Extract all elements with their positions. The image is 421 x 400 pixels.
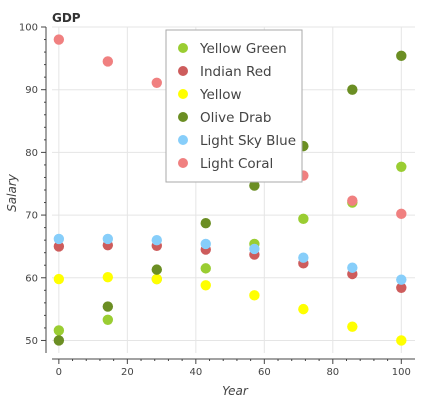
data-point: [102, 314, 114, 325]
x-tick-label: 20: [121, 367, 134, 378]
data-point: [102, 233, 114, 245]
y-tick-label: 50: [25, 336, 38, 347]
data-point: [200, 218, 211, 229]
data-point: [53, 34, 65, 45]
legend-label: Indian Red: [200, 64, 272, 80]
y-axis-label: Salary: [5, 173, 19, 212]
data-point: [102, 271, 114, 283]
data-point: [53, 325, 65, 336]
x-axis-label: Year: [222, 384, 249, 398]
legend-swatch: [178, 158, 188, 168]
data-point: [53, 273, 65, 285]
legend-swatch: [178, 43, 188, 53]
x-tick-label: 40: [189, 367, 202, 378]
data-point: [53, 233, 65, 245]
x-tick-label: 100: [392, 367, 411, 378]
y-tick-label: 100: [19, 23, 38, 34]
data-point: [151, 273, 162, 285]
data-point: [396, 161, 407, 173]
legend-label: Olive Drab: [200, 110, 272, 126]
data-point: [53, 241, 65, 252]
chart-title: GDP: [52, 11, 81, 25]
x-tick-label: 0: [56, 367, 62, 378]
legend-label: Yellow: [199, 87, 242, 103]
data-point: [200, 280, 211, 291]
data-point: [298, 213, 309, 225]
data-point: [396, 335, 407, 346]
data-point: [396, 208, 407, 220]
y-tick-label: 80: [25, 148, 38, 159]
data-point: [396, 282, 407, 293]
data-point: [298, 252, 309, 263]
data-point: [151, 234, 162, 246]
data-point: [200, 238, 211, 250]
legend-swatch: [178, 66, 188, 76]
data-point: [347, 195, 358, 206]
data-point: [200, 263, 211, 274]
data-point: [347, 262, 358, 273]
data-point: [249, 290, 260, 301]
data-point: [249, 243, 260, 255]
data-point: [151, 77, 162, 88]
data-point: [249, 180, 260, 191]
y-tick-label: 60: [25, 273, 38, 284]
data-point: [347, 84, 358, 95]
x-tick-label: 60: [258, 367, 271, 378]
legend-swatch: [178, 135, 188, 145]
data-point: [102, 301, 114, 312]
data-point: [102, 56, 114, 67]
legend: Yellow Green Indian Red Yellow Olive Drab Li…: [165, 29, 303, 183]
y-tick-label: 90: [25, 85, 38, 96]
y-tick-label: 70: [25, 211, 38, 222]
legend-swatch: [178, 89, 188, 99]
legend-label: Yellow Green: [199, 41, 287, 57]
data-point: [151, 264, 162, 275]
legend-swatch: [178, 112, 188, 122]
data-point: [396, 274, 407, 285]
legend-box: [165, 29, 303, 183]
data-points: [53, 34, 407, 346]
data-point: [396, 50, 407, 62]
data-point: [298, 303, 309, 315]
data-point: [347, 321, 358, 332]
data-point: [53, 335, 65, 346]
legend-label: Light Sky Blue: [200, 133, 296, 149]
axes: 0 20 40 60 80 100 50 60 70 80 90 100: [19, 23, 415, 378]
legend-label: Light Coral: [200, 156, 273, 172]
x-tick-label: 80: [326, 367, 339, 378]
